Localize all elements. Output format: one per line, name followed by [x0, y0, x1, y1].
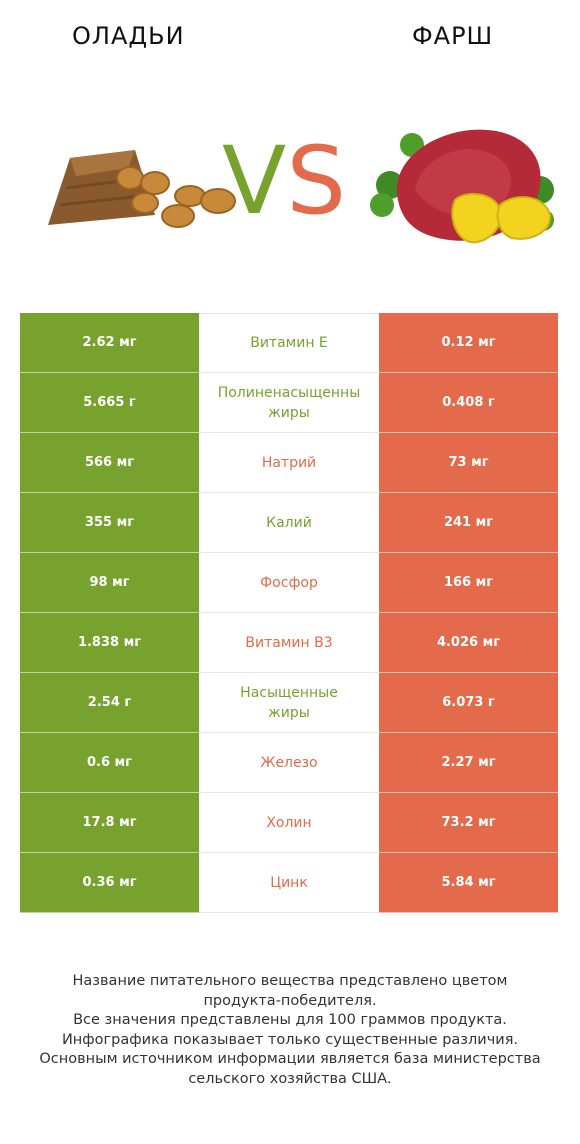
nutrient-label: Витамин E: [199, 313, 379, 373]
nutrient-label-line: Цинк: [270, 874, 308, 891]
table-row: 0.36 мг Цинк 5.84 мг: [20, 853, 558, 913]
vs-s: S: [286, 127, 346, 236]
table-row: 2.62 мг Витамин E 0.12 мг: [20, 313, 558, 373]
nutrient-label: Холин: [199, 793, 379, 853]
nutrient-label-line: Витамин B3: [245, 634, 333, 651]
hero-illustration: [48, 129, 554, 244]
comparison-table: 2.62 мг Витамин E 0.12 мг 5.665 г Полиненасы…: [20, 313, 558, 913]
table-row: 1.838 мг Витамин B3 4.026 мг: [20, 613, 558, 673]
nutrient-label-line: Фосфор: [260, 574, 318, 591]
nutrient-label: Натрий: [199, 433, 379, 493]
vs-v: V: [222, 127, 287, 236]
table-row: 566 мг Натрий 73 мг: [20, 433, 558, 493]
nutrient-label: Насыщенные жиры: [199, 673, 379, 733]
nutrient-label: Фосфор: [199, 553, 379, 613]
right-value: 6.073 г: [379, 673, 558, 733]
fritters-image: [116, 166, 236, 228]
table-row: 2.54 г Насыщенные жиры 6.073 г: [20, 673, 558, 733]
table-row: 5.665 г Полиненасыщенны жиры 0.408 г: [20, 373, 558, 433]
right-product-title: ФАРШ: [412, 22, 494, 50]
left-value: 17.8 мг: [20, 793, 199, 853]
table-row: 17.8 мг Холин 73.2 мг: [20, 793, 558, 853]
left-value: 98 мг: [20, 553, 199, 613]
left-value: 2.62 мг: [20, 313, 199, 373]
table-row: 355 мг Калий 241 мг: [20, 493, 558, 553]
mince-image: [370, 129, 554, 244]
footnote-line: продукта-победителя.: [203, 992, 377, 1009]
right-value: 73 мг: [379, 433, 558, 493]
nutrient-label-line: Полиненасыщенны: [217, 384, 361, 401]
nutrient-label-line: жиры: [268, 404, 310, 421]
footnote-line: сельского хозяйства США.: [188, 1070, 392, 1087]
left-product-title: ОЛАДЬИ: [72, 22, 185, 50]
nutrient-label-line: Насыщенные: [240, 684, 338, 701]
right-value: 0.408 г: [379, 373, 558, 433]
right-value: 241 мг: [379, 493, 558, 553]
vs-label: VS: [222, 132, 346, 232]
footnote-line: Название питательного вещества представл…: [72, 973, 508, 989]
right-value: 2.27 мг: [379, 733, 558, 793]
left-value: 5.665 г: [20, 373, 199, 433]
right-value: 5.84 мг: [379, 853, 558, 913]
left-value: 0.36 мг: [20, 853, 199, 913]
table-row: 0.6 мг Железо 2.27 мг: [20, 733, 558, 793]
footnote-line: Все значения представлены для 100 граммо…: [73, 1012, 507, 1028]
right-value: 4.026 мг: [379, 613, 558, 673]
nutrient-label: Железо: [199, 733, 379, 793]
nutrient-label-line: жиры: [268, 704, 310, 721]
footnote: Название питательного вещества представл…: [20, 972, 560, 1089]
nutrient-label: Полиненасыщенны жиры: [199, 373, 379, 433]
nutrient-label-line: Калий: [266, 514, 312, 531]
left-value: 0.6 мг: [20, 733, 199, 793]
left-value: 355 мг: [20, 493, 199, 553]
left-value: 566 мг: [20, 433, 199, 493]
nutrient-label: Витамин B3: [199, 613, 379, 673]
nutrient-label-line: Железо: [260, 754, 318, 771]
nutrient-label-line: Витамин E: [250, 335, 328, 351]
left-value: 2.54 г: [20, 673, 199, 733]
fritters-bag-image: [48, 150, 155, 225]
left-value: 1.838 мг: [20, 613, 199, 673]
table-row: 98 мг Фосфор 166 мг: [20, 553, 558, 613]
nutrient-label: Калий: [199, 493, 379, 553]
footnote-line: Инфографика показывает только существенн…: [61, 1031, 519, 1048]
right-value: 166 мг: [379, 553, 558, 613]
nutrient-label: Цинк: [199, 853, 379, 913]
right-value: 0.12 мг: [379, 313, 558, 373]
nutrient-label-line: Холин: [266, 814, 312, 831]
nutrient-label-line: Натрий: [261, 454, 317, 471]
footnote-line: Основным источником информации является …: [39, 1051, 541, 1067]
right-value: 73.2 мг: [379, 793, 558, 853]
